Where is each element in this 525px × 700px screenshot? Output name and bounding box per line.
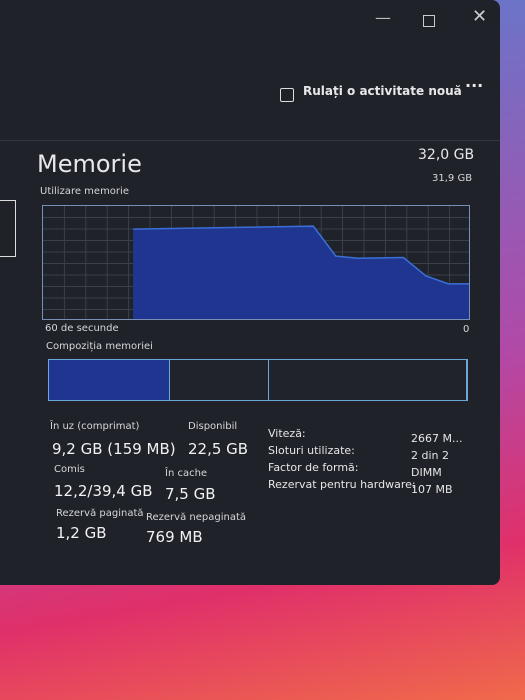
close-button[interactable]: ✕: [472, 6, 488, 27]
run-task-icon: [280, 88, 294, 102]
composition-segment: [170, 360, 270, 400]
page-title: Memorie: [37, 150, 142, 178]
detail-value: 2667 M...: [411, 432, 463, 445]
task-manager-window: — ✕ Rulați o activitate nouă ··· Memorie…: [0, 0, 500, 585]
stat-value: 7,5 GB: [165, 485, 216, 503]
usage-line: [133, 225, 469, 285]
stat-label: Rezervă nepaginată: [146, 512, 246, 523]
composition-segment: [49, 360, 171, 400]
detail-value: 2 din 2: [411, 449, 450, 462]
graph-time: 60 de secunde: [45, 323, 119, 334]
stat-value: 769 MB: [146, 528, 203, 546]
detail-value: 107 MB: [411, 483, 453, 496]
detail-label: Sloturi utilizate:: [268, 444, 355, 457]
stat-label: În uz (comprimat): [50, 421, 140, 432]
run-task-button[interactable]: Rulați o activitate nouă: [303, 84, 462, 98]
maximize-button[interactable]: [423, 15, 435, 27]
sidebar-thumb: [0, 200, 16, 257]
detail-label: Viteză:: [268, 427, 306, 440]
composition-label: Compoziția memoriei: [46, 341, 153, 352]
separator: [0, 140, 500, 141]
detail-label: Rezervat pentru hardware:: [268, 478, 416, 491]
composition-segment: [269, 360, 467, 400]
graph-label: Utilizare memorie: [40, 186, 129, 197]
stat-value: 9,2 GB (159 MB): [52, 440, 176, 458]
stat-value: 12,2/39,4 GB: [54, 482, 153, 500]
detail-label: Factor de formă:: [268, 461, 359, 474]
memory-graph: [42, 205, 470, 320]
stat-label: Comis: [54, 464, 85, 475]
stat-value: 1,2 GB: [56, 524, 107, 542]
stat-value: 22,5 GB: [188, 440, 249, 458]
usage-area: [133, 226, 469, 319]
graph-max: 31,9 GB: [432, 173, 473, 184]
stat-label: În cache: [165, 468, 208, 479]
minimize-button[interactable]: —: [375, 8, 391, 27]
stat-label: Disponibil: [188, 421, 238, 432]
stat-label: Rezervă paginată: [56, 508, 144, 519]
total-memory: 32,0 GB: [418, 147, 475, 163]
composition-bar: [48, 359, 468, 401]
detail-value: DIMM: [411, 466, 442, 479]
more-button[interactable]: ···: [465, 76, 484, 95]
graph-min: 0: [463, 324, 470, 335]
